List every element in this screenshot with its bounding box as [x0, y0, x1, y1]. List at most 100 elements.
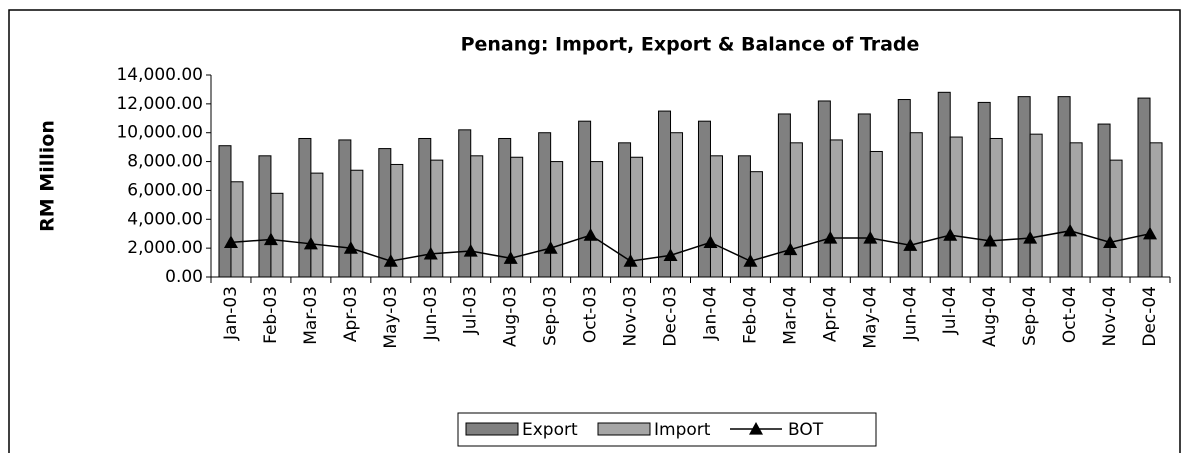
legend-swatch — [597, 422, 651, 436]
x-tick-label: Apr-03 — [341, 286, 361, 342]
bar — [578, 120, 592, 278]
bar — [937, 91, 951, 278]
bar — [857, 113, 871, 278]
line-marker — [503, 251, 518, 264]
x-tick-label: Oct-04 — [1060, 286, 1080, 343]
x-tick-label: Dec-03 — [661, 286, 681, 347]
y-tick-label: 2,000.00 — [127, 238, 203, 258]
bar — [538, 132, 552, 278]
bar — [298, 137, 312, 278]
legend-label: Import — [654, 420, 711, 440]
bar — [218, 145, 232, 278]
line-marker — [983, 233, 998, 247]
legend-box — [457, 412, 877, 447]
x-tick-label: Aug-03 — [501, 286, 521, 347]
bar — [350, 169, 364, 278]
x-tick-label: May-04 — [860, 286, 880, 349]
bar — [949, 136, 963, 278]
x-tick-label: Aug-04 — [980, 286, 1000, 347]
bar — [789, 142, 803, 278]
line-marker — [543, 241, 558, 254]
bar — [270, 192, 284, 278]
chart-title: Penang: Import, Export & Balance of Trad… — [461, 34, 920, 56]
legend-label: Export — [522, 420, 578, 440]
bar — [909, 132, 923, 278]
line-series — [230, 230, 1151, 262]
line-marker — [1103, 235, 1118, 248]
x-tick-label: Jul-04 — [940, 286, 960, 335]
line-marker — [623, 254, 638, 267]
x-tick-label: Sep-03 — [541, 286, 561, 346]
line-marker — [463, 244, 478, 257]
y-tick-label: 8,000.00 — [127, 152, 203, 172]
x-tick-label: Jul-03 — [461, 286, 481, 335]
bar — [869, 150, 883, 278]
y-tick-label: 14,000.00 — [116, 65, 203, 85]
bar — [977, 101, 991, 278]
bar — [1149, 142, 1163, 278]
line-marker — [383, 254, 398, 267]
line-marker — [863, 231, 878, 244]
bar — [1069, 142, 1083, 278]
line-marker — [943, 228, 958, 241]
legend-swatch — [465, 422, 519, 436]
y-tick-label: 4,000.00 — [127, 209, 203, 229]
x-tick-label: Dec-04 — [1140, 286, 1160, 347]
bar — [1097, 123, 1111, 278]
line-marker — [743, 254, 758, 267]
x-tick-label: Jun-03 — [421, 286, 441, 341]
x-tick-label: Oct-03 — [581, 286, 601, 343]
bar — [338, 139, 352, 278]
bar — [1057, 96, 1071, 278]
y-tick-label: 0.00 — [165, 267, 203, 287]
x-tick-label: Feb-03 — [261, 286, 281, 344]
x-tick-label: Jan-04 — [700, 286, 720, 341]
bar — [230, 181, 244, 278]
line-marker — [583, 228, 598, 241]
line-marker — [223, 235, 238, 248]
bar — [310, 172, 324, 278]
bar — [590, 161, 604, 278]
line-marker — [703, 235, 718, 248]
y-axis-title: RM Million — [37, 120, 59, 232]
bar — [1137, 97, 1151, 278]
bar — [1029, 133, 1043, 278]
line-marker — [783, 242, 798, 256]
line-marker — [303, 236, 318, 250]
line-marker — [423, 246, 438, 260]
line-marker — [663, 248, 678, 261]
x-tick-label: Nov-04 — [1100, 286, 1120, 347]
y-tick-label: 10,000.00 — [116, 123, 203, 143]
y-tick-label: 12,000.00 — [116, 94, 203, 114]
line-marker — [343, 241, 358, 254]
line-marker — [1063, 223, 1078, 237]
line-marker — [823, 231, 838, 244]
x-tick-label: Apr-04 — [820, 286, 840, 342]
x-tick-label: Nov-03 — [621, 286, 641, 347]
x-tick-label: Sep-04 — [1020, 286, 1040, 346]
bar — [817, 100, 831, 278]
x-tick-label: Mar-04 — [780, 286, 800, 345]
bar — [1017, 96, 1031, 278]
bar — [1109, 159, 1123, 278]
bar — [258, 155, 272, 278]
line-marker — [903, 238, 918, 251]
x-tick-label: Jan-03 — [221, 286, 241, 341]
bar — [829, 139, 843, 278]
bar — [697, 120, 711, 278]
x-tick-label: May-03 — [381, 286, 401, 349]
bar — [989, 137, 1003, 278]
x-tick-label: Feb-04 — [740, 286, 760, 344]
x-tick-label: Mar-03 — [301, 286, 321, 345]
line-marker — [1143, 226, 1158, 240]
line-marker — [1023, 231, 1038, 244]
legend-marker — [749, 422, 763, 435]
x-tick-label: Jun-04 — [900, 286, 920, 341]
bar — [550, 161, 564, 278]
line-marker — [263, 232, 278, 246]
legend-label: BOT — [788, 420, 824, 440]
bar — [709, 155, 723, 278]
bar — [470, 155, 484, 278]
y-tick-label: 6,000.00 — [127, 180, 203, 200]
